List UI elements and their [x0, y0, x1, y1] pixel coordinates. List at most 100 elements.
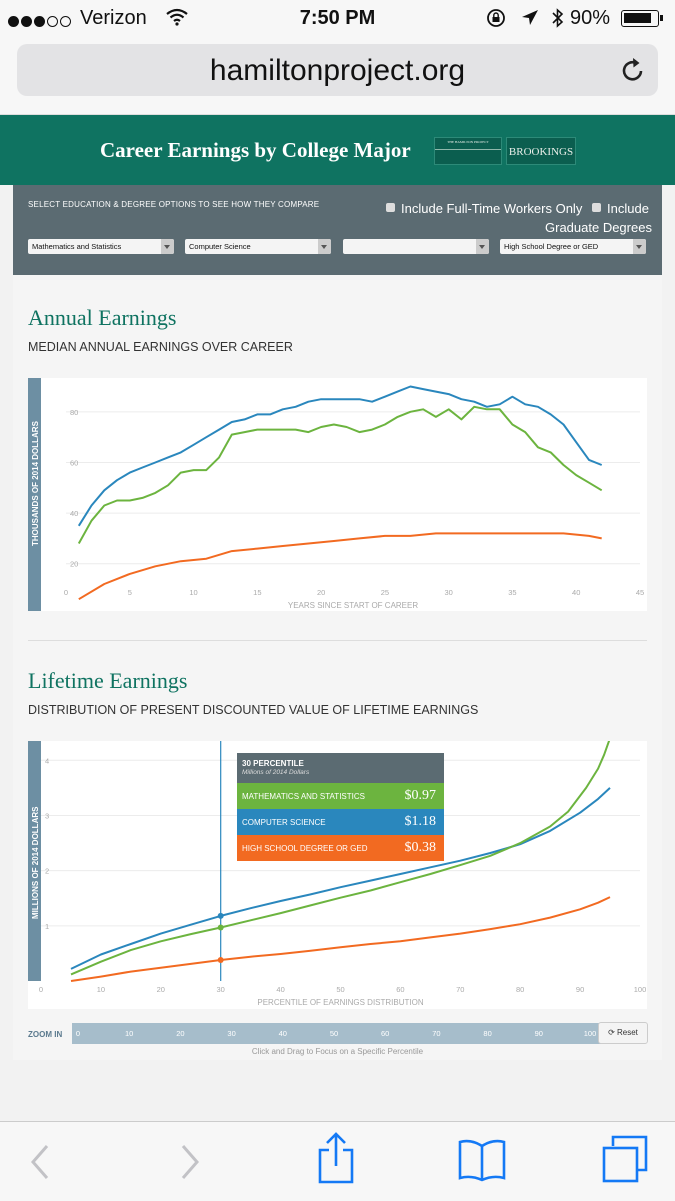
hamilton-project-logo[interactable]: THE HAMILTON PROJECT	[434, 137, 502, 165]
wifi-icon	[166, 8, 188, 32]
fulltime-checkbox-label: Include Full-Time Workers Only	[401, 201, 583, 216]
zoom-tick-label: 0	[75, 1029, 81, 1038]
url-text[interactable]: hamiltonproject.org	[209, 54, 466, 87]
y-axis-band	[28, 378, 41, 611]
status-bar: Verizon 7:50 PM 90%	[0, 0, 675, 38]
major-select-4[interactable]: High School Degree or GED	[500, 239, 646, 254]
tooltip-row-label: MATHEMATICS AND STATISTICS	[242, 792, 365, 801]
battery-icon	[621, 10, 663, 27]
tooltip-row-hs: HIGH SCHOOL DEGREE OR GED $0.38	[237, 835, 444, 861]
x-tick-label: 50	[336, 985, 344, 994]
y-tick-label: 2	[45, 867, 49, 876]
series-line-mathematics-and-statistics	[77, 405, 603, 544]
options-panel: SELECT EDUCATION & DEGREE OPTIONS TO SEE…	[13, 185, 662, 275]
x-tick-label: 20	[317, 588, 325, 597]
annual-earnings-plot[interactable]: 20 40 60 80 0 5 10 15 20 25 30 35 40 45 YEARS SINCE ST…	[28, 378, 647, 611]
x-tick-label: 15	[253, 588, 261, 597]
x-axis-title: PERCENTILE OF EARNINGS DISTRIBUTION	[257, 998, 423, 1007]
x-tick-label: 30	[217, 985, 225, 994]
x-tick-label: 25	[381, 588, 389, 597]
x-tick-label: 40	[276, 985, 284, 994]
zoom-tick-label: 80	[483, 1029, 492, 1038]
fulltime-checkbox[interactable]: Include Full-Time Workers Only	[386, 201, 582, 216]
browser-bottom-toolbar	[0, 1121, 675, 1201]
series-line-mathematics-and-statistics	[70, 741, 611, 976]
x-axis-title: YEARS SINCE START OF CAREER	[288, 601, 418, 610]
zoom-tick-label: 70	[432, 1029, 441, 1038]
options-instruction: SELECT EDUCATION & DEGREE OPTIONS TO SEE…	[28, 200, 320, 209]
reset-button[interactable]: ⟳ Reset	[598, 1022, 648, 1044]
battery-level-fill	[624, 13, 651, 23]
zoom-tick-label: 30	[227, 1029, 236, 1038]
series-line-computer-science	[77, 385, 603, 527]
x-tick-label: 0	[39, 985, 43, 994]
checkbox-box[interactable]	[592, 203, 601, 212]
y-axis-band	[28, 741, 41, 981]
zoom-tick-label: 10	[125, 1029, 134, 1038]
lifetime-earnings-subheading: DISTRIBUTION OF PRESENT DISCOUNTED VALUE…	[28, 703, 479, 717]
x-tick-label: 100	[634, 985, 647, 994]
brookings-logo[interactable]: BROOKINGS	[506, 137, 576, 165]
location-arrow-icon	[521, 10, 538, 25]
lifetime-earnings-heading: Lifetime Earnings	[28, 668, 188, 693]
x-tick-label: 10	[97, 985, 105, 994]
tooltip-row-math: MATHEMATICS AND STATISTICS $0.97	[237, 783, 444, 809]
annual-earnings-subheading: MEDIAN ANNUAL EARNINGS OVER CAREER	[28, 340, 293, 354]
checkbox-box[interactable]	[386, 203, 395, 212]
bluetooth-icon	[552, 8, 564, 28]
series-line-high-school-degree-or-ged	[70, 896, 611, 982]
forward-icon[interactable]	[178, 1142, 202, 1182]
page-title: Career Earnings by College Major	[100, 138, 411, 162]
x-tick-label: 5	[128, 588, 132, 597]
bookmarks-icon[interactable]	[457, 1138, 507, 1182]
carrier-name: Verizon	[80, 7, 147, 29]
tabs-icon[interactable]	[601, 1134, 649, 1184]
tooltip-row-cs: COMPUTER SCIENCE $1.18	[237, 809, 444, 835]
zoom-tick-label: 40	[278, 1029, 287, 1038]
x-tick-label: 60	[396, 985, 404, 994]
x-tick-label: 90	[576, 985, 584, 994]
share-icon[interactable]	[316, 1132, 356, 1184]
graduate-checkbox[interactable]: Include	[592, 201, 649, 216]
select-value: Mathematics and Statistics	[32, 242, 122, 251]
lifetime-earnings-chart[interactable]: MILLIONS OF 2014 DOLLARS 1 2 3 4 0 10 20 30 40 50…	[28, 741, 647, 1009]
graduate-checkbox-label-line2[interactable]: Graduate Degrees	[545, 220, 652, 235]
tooltip-row-label: HIGH SCHOOL DEGREE OR GED	[242, 844, 368, 853]
chevron-down-icon	[318, 239, 331, 254]
tooltip-title: 30 PERCENTILE	[242, 759, 304, 768]
highlight-point	[217, 924, 224, 931]
zoom-tick-label: 60	[381, 1029, 390, 1038]
major-select-2[interactable]: Computer Science	[185, 239, 331, 254]
zoom-slider-track[interactable]: 0 10 20 30 40 50 60 70 80 90 100	[72, 1023, 613, 1044]
y-tick-label: 20	[70, 560, 78, 569]
zoom-tick-label: 100	[583, 1029, 597, 1038]
chevron-down-icon	[161, 239, 174, 254]
address-bar[interactable]: hamiltonproject.org	[17, 44, 658, 96]
select-value: Computer Science	[189, 242, 251, 251]
select-value: High School Degree or GED	[504, 242, 599, 251]
graduate-checkbox-label: Include	[607, 201, 649, 216]
major-select-3[interactable]	[343, 239, 489, 254]
back-icon[interactable]	[28, 1142, 52, 1182]
zoom-tick-label: 20	[176, 1029, 185, 1038]
x-tick-label: 10	[189, 588, 197, 597]
zoom-hint: Click and Drag to Focus on a Specific Pe…	[251, 1047, 424, 1056]
x-tick-label: 80	[516, 985, 524, 994]
tooltip-row-value: $0.97	[404, 788, 437, 803]
tooltip-row-value: $0.38	[404, 840, 437, 855]
y-tick-label: 80	[70, 408, 78, 417]
signal-strength-icon	[8, 10, 73, 33]
major-select-1[interactable]: Mathematics and Statistics	[28, 239, 174, 254]
x-tick-label: 20	[157, 985, 165, 994]
browser-toolbar: hamiltonproject.org	[0, 38, 675, 115]
zoom-tick-label: 50	[329, 1029, 339, 1038]
reload-icon[interactable]	[620, 56, 646, 89]
zoom-tick-label: 90	[534, 1029, 543, 1038]
clock: 7:50 PM	[299, 7, 376, 29]
battery-percentage: 90%	[570, 7, 611, 29]
highlight-point	[217, 912, 224, 919]
percentile-tooltip: 30 PERCENTILE Millions of 2014 Dollars M…	[237, 753, 444, 861]
x-tick-label: 0	[64, 588, 68, 597]
annual-earnings-chart[interactable]: THOUSANDS OF 2014 DOLLARS 20 40 60 80 0 5 10 15…	[28, 378, 647, 611]
series-line-computer-science	[70, 787, 611, 970]
